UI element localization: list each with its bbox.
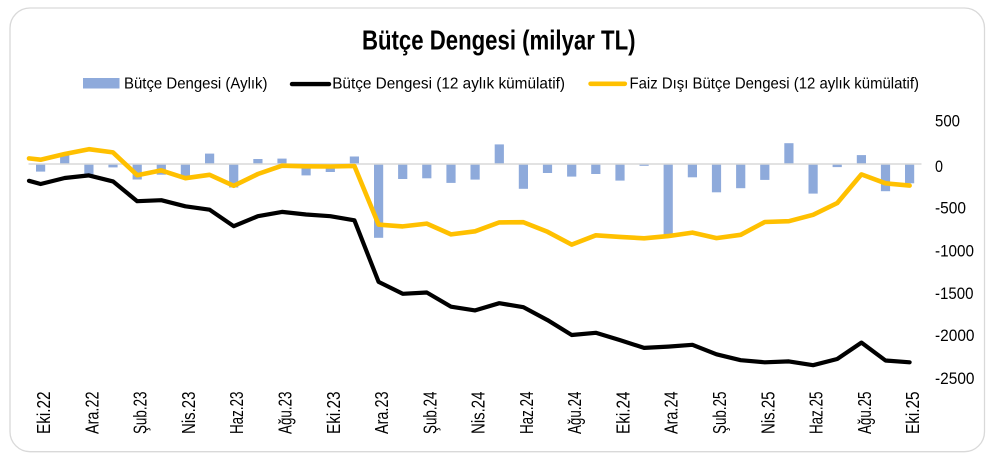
svg-text:-1500: -1500 — [935, 284, 974, 303]
svg-text:Nis.24: Nis.24 — [469, 392, 489, 434]
svg-text:Ağu.25: Ağu.25 — [855, 392, 875, 435]
svg-text:Bütçe Dengesi (milyar TL): Bütçe Dengesi (milyar TL) — [362, 25, 636, 56]
svg-text:Ara.24: Ara.24 — [662, 392, 682, 435]
svg-text:Haz.23: Haz.23 — [227, 392, 247, 435]
svg-text:Nis.25: Nis.25 — [758, 392, 778, 435]
svg-text:0: 0 — [935, 157, 943, 176]
svg-text:Faiz Dışı Bütçe Dengesi (12 ay: Faiz Dışı Bütçe Dengesi (12 aylık kümüla… — [630, 75, 920, 92]
svg-text:500: 500 — [935, 111, 960, 130]
svg-text:Bütçe Dengesi (12 aylık kümüla: Bütçe Dengesi (12 aylık kümülatif) — [332, 75, 565, 92]
svg-text:Şub.24: Şub.24 — [420, 392, 440, 435]
svg-text:Eki.24: Eki.24 — [614, 392, 634, 435]
svg-text:Ağu.23: Ağu.23 — [276, 392, 296, 435]
svg-text:-1000: -1000 — [935, 242, 974, 261]
svg-text:Ara.23: Ara.23 — [372, 392, 392, 435]
svg-text:Ara.22: Ara.22 — [82, 392, 102, 435]
svg-text:Nis.23: Nis.23 — [179, 392, 199, 435]
svg-text:Şub.25: Şub.25 — [710, 392, 730, 435]
svg-text:-2500: -2500 — [935, 369, 975, 388]
svg-text:Bütçe Dengesi (Aylık): Bütçe Dengesi (Aylık) — [124, 75, 268, 92]
svg-text:Ağu.24: Ağu.24 — [565, 392, 585, 435]
svg-text:Haz.25: Haz.25 — [807, 392, 827, 435]
svg-text:-2000: -2000 — [935, 326, 975, 345]
svg-text:Eki.23: Eki.23 — [324, 392, 344, 435]
svg-text:-500: -500 — [935, 199, 966, 218]
svg-text:Haz.24: Haz.24 — [517, 392, 537, 435]
svg-text:Eki.25: Eki.25 — [903, 392, 923, 435]
svg-text:Şub.23: Şub.23 — [131, 392, 151, 435]
svg-text:Eki.22: Eki.22 — [34, 392, 54, 435]
